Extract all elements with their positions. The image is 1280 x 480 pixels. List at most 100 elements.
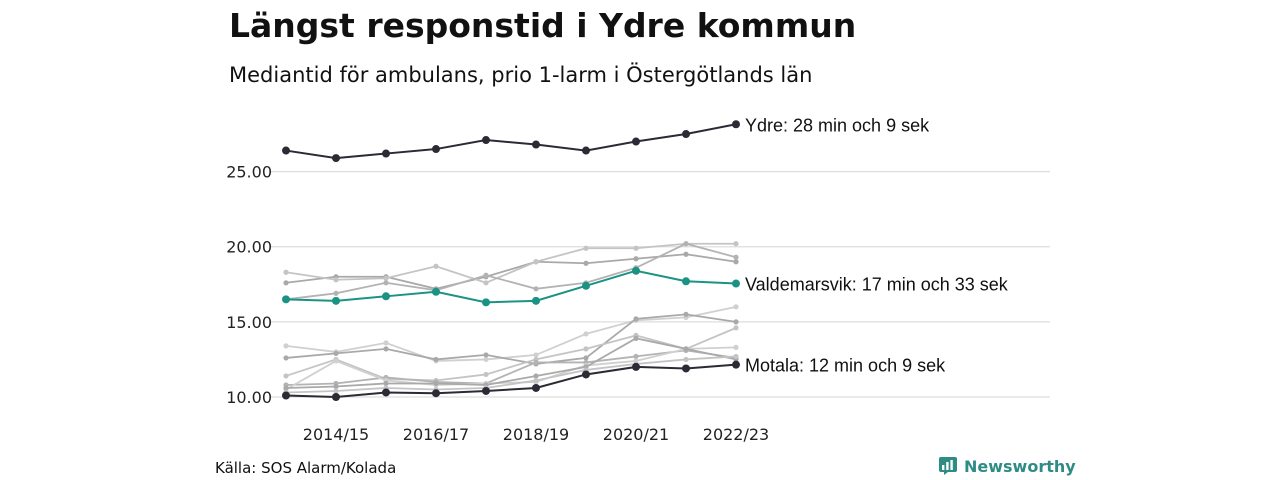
data-point — [733, 325, 739, 331]
data-point — [533, 359, 539, 366]
data-point — [283, 373, 289, 379]
series-line — [285, 313, 737, 365]
data-point — [532, 140, 540, 149]
data-point — [333, 358, 339, 364]
data-point — [433, 356, 439, 363]
x-tick-label: 2014/15 — [303, 425, 369, 444]
data-point — [283, 385, 289, 391]
series-ydre — [282, 120, 740, 163]
data-point — [682, 277, 690, 286]
y-axis-tick-labels: 10.00 15.00 20.00 25.00 — [226, 163, 272, 407]
series-line — [285, 327, 737, 382]
background-series-5 — [283, 311, 739, 367]
series-line — [285, 349, 737, 386]
data-point — [583, 245, 589, 251]
data-point — [582, 146, 590, 155]
data-point — [582, 281, 590, 290]
data-point — [333, 290, 339, 296]
data-point — [633, 256, 639, 262]
data-point — [733, 241, 739, 247]
data-point — [383, 346, 389, 352]
series-label-valdemarsvik: Valdemarsvik: 17 min och 33 sek — [745, 275, 1009, 295]
background-series — [283, 241, 739, 396]
data-point — [482, 136, 490, 145]
chart-subtitle: Mediantid för ambulans, prio 1-larm i Ös… — [229, 63, 813, 87]
data-point — [682, 364, 690, 373]
data-point — [382, 388, 390, 397]
data-point — [332, 392, 340, 401]
data-point — [683, 346, 689, 352]
data-point — [733, 304, 739, 310]
newsworthy-logo-icon — [939, 457, 957, 475]
data-point — [633, 353, 639, 360]
data-point — [482, 386, 490, 395]
data-point — [733, 254, 739, 260]
data-point — [433, 263, 439, 269]
data-point — [732, 279, 740, 288]
brand: Newsworthy — [938, 456, 1076, 476]
data-point — [683, 251, 689, 257]
background-series-4 — [283, 304, 739, 364]
series-line — [285, 346, 737, 391]
y-tick-label: 10.00 — [226, 388, 272, 407]
data-point — [333, 383, 339, 390]
data-point — [382, 292, 390, 301]
background-series-9 — [283, 335, 739, 391]
background-series-6 — [283, 325, 739, 384]
data-point — [533, 373, 539, 379]
source-note: Källa: SOS Alarm/Kolada — [215, 459, 397, 477]
series-valdemarsvik — [282, 266, 740, 307]
data-point — [583, 331, 589, 337]
data-point — [733, 353, 739, 360]
data-point — [483, 371, 489, 378]
data-point — [383, 380, 389, 387]
series-line — [285, 355, 737, 394]
data-point — [432, 145, 440, 154]
series-line — [285, 123, 737, 160]
line-chart: 10.00 15.00 20.00 25.00 2014/15 2016/17 2018/… — [226, 115, 1050, 444]
data-point — [333, 277, 339, 283]
data-point — [633, 335, 639, 341]
series-line — [285, 363, 737, 398]
series-motala — [282, 360, 740, 401]
data-point — [632, 266, 640, 275]
series-label-ydre: Ydre: 28 min och 9 sek — [745, 115, 930, 135]
series-line — [285, 305, 737, 362]
data-point — [283, 280, 289, 286]
data-point — [383, 340, 389, 346]
data-point — [282, 391, 290, 400]
data-point — [283, 269, 289, 275]
series-label-motala: Motala: 12 min och 9 sek — [745, 356, 946, 376]
data-point — [682, 130, 690, 139]
data-point — [632, 137, 640, 146]
data-point — [583, 355, 589, 361]
data-point — [632, 362, 640, 371]
x-tick-label: 2020/21 — [603, 425, 669, 444]
data-point — [683, 241, 689, 247]
data-point — [433, 380, 439, 387]
data-point — [483, 352, 489, 358]
data-point — [333, 350, 339, 357]
data-point — [282, 295, 290, 304]
x-tick-label: 2022/23 — [703, 425, 769, 444]
data-point — [332, 154, 340, 163]
data-point — [633, 316, 639, 322]
series-end-labels: Ydre: 28 min och 9 sek Valdemarsvik: 17 m… — [745, 115, 1009, 375]
x-tick-label: 2018/19 — [503, 425, 569, 444]
data-point — [582, 370, 590, 379]
data-point — [432, 389, 440, 398]
data-point — [733, 259, 739, 265]
y-tick-label: 25.00 — [226, 163, 272, 182]
data-point — [732, 120, 740, 129]
data-point — [733, 344, 739, 351]
data-point — [483, 280, 489, 286]
series-line — [285, 242, 737, 301]
data-point — [533, 286, 539, 292]
data-point — [532, 296, 540, 305]
data-point — [382, 149, 390, 158]
highlighted-series — [282, 120, 740, 401]
data-point — [483, 272, 489, 278]
y-tick-label: 20.00 — [226, 238, 272, 257]
x-axis-tick-labels: 2014/15 2016/17 2018/19 2020/21 2022/23 — [303, 425, 769, 444]
series-line — [285, 337, 737, 389]
